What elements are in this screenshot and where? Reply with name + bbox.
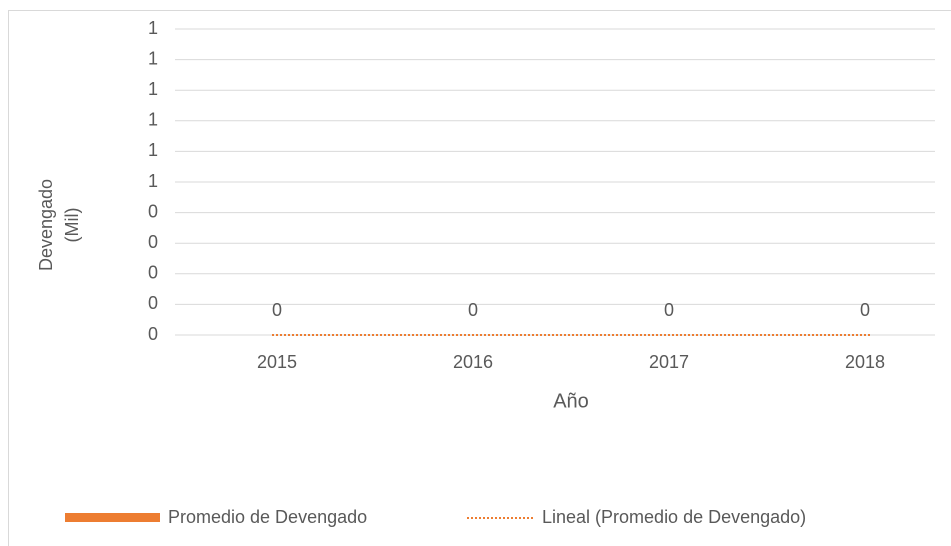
data-label: 0: [272, 300, 282, 320]
legend-label: Promedio de Devengado: [168, 507, 367, 527]
y-tick-label: 1: [148, 110, 158, 130]
y-tick-label: 0: [148, 324, 158, 344]
x-tick-label: 2018: [845, 352, 885, 372]
x-axis-label: Año: [553, 390, 589, 412]
data-label: 0: [860, 300, 870, 320]
data-label: 0: [468, 300, 478, 320]
y-tick-label: 0: [148, 293, 158, 313]
data-label: 0: [664, 300, 674, 320]
y-axis-label-line: Devengado: [36, 179, 56, 271]
y-tick-label: 1: [148, 140, 158, 160]
x-tick-label: 2015: [257, 352, 297, 372]
y-tick-label: 0: [148, 263, 158, 283]
y-tick-label: 1: [148, 171, 158, 191]
y-tick-label: 1: [148, 48, 158, 68]
x-tick-label: 2017: [649, 352, 689, 372]
legend-label: Lineal (Promedio de Devengado): [542, 507, 806, 527]
y-axis-label-line: (Mil): [62, 208, 82, 243]
x-tick-label: 2016: [453, 352, 493, 372]
chart-border: [8, 10, 951, 546]
legend-swatch: [65, 513, 160, 522]
y-tick-label: 0: [148, 232, 158, 252]
y-axis-label: Devengado (Mil): [36, 179, 82, 271]
y-tick-label: 1: [148, 18, 158, 38]
y-tick-label: 1: [148, 79, 158, 99]
y-tick-label: 0: [148, 201, 158, 221]
